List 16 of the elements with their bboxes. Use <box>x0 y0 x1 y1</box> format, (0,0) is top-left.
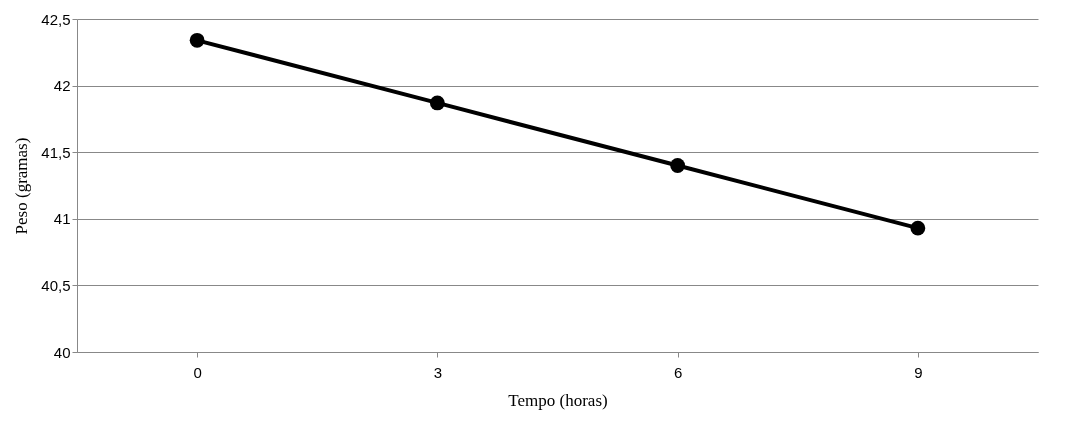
x-tick-label: 0 <box>193 363 202 381</box>
y-tick-label: 42 <box>53 77 71 95</box>
x-tick-label: 3 <box>433 363 443 381</box>
point <box>429 95 445 111</box>
x-axis-title: Tempo (horas) <box>508 390 608 410</box>
y-tick-label: 40,5 <box>41 276 71 294</box>
point <box>670 158 686 173</box>
point <box>189 32 205 48</box>
point <box>910 220 926 236</box>
y-tick-label: 41,5 <box>41 143 71 161</box>
x-tick-label: 9 <box>914 363 923 381</box>
y-tick-label: 42,5 <box>41 10 71 28</box>
y-tick-label: 40 <box>53 343 71 361</box>
y-tick-label: 41 <box>53 210 71 228</box>
y-axis-title: Peso (gramas) <box>12 137 32 235</box>
x-tick-label: 6 <box>673 363 683 381</box>
